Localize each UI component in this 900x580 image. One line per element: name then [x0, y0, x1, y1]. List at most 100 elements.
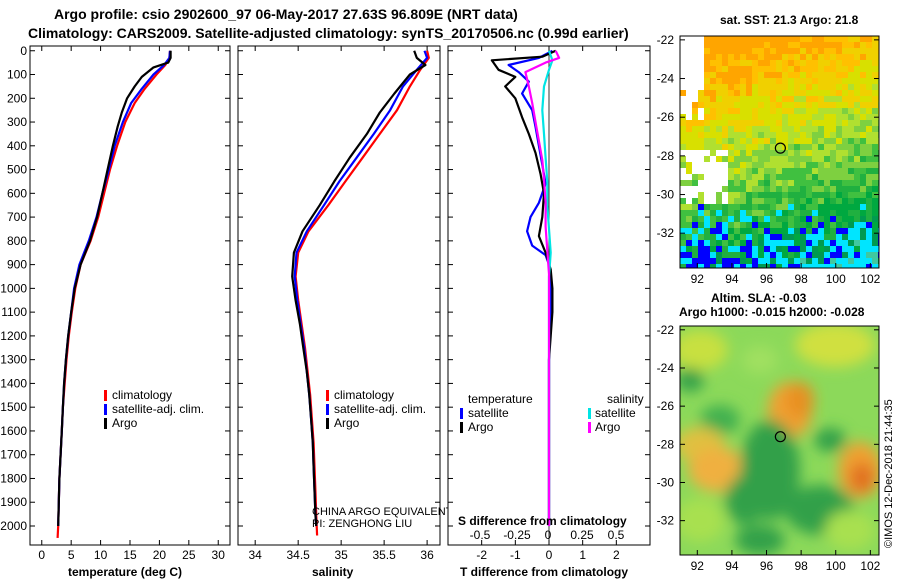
sst-cell [806, 132, 812, 138]
depth-tick-label: 200 [7, 91, 27, 105]
sst-cell [746, 246, 752, 252]
sst-cell [746, 144, 752, 150]
map-y-tick-label: -24 [657, 72, 675, 86]
sst-cell [764, 72, 770, 78]
sst-cell [710, 210, 716, 216]
sst-cell [830, 36, 836, 42]
sst-cell [746, 156, 752, 162]
sla-map-frame [679, 325, 880, 556]
sst-cell [848, 198, 854, 204]
sst-cell [692, 240, 698, 246]
sst-cell [752, 186, 758, 192]
sst-cell [716, 108, 722, 114]
depth-tick-label: 900 [7, 258, 27, 272]
sst-cell [722, 66, 728, 72]
sst-cell [854, 114, 860, 120]
sst-cell [728, 246, 734, 252]
sst-cell [698, 156, 704, 162]
sst-cell [770, 168, 776, 174]
sst-cell [794, 222, 800, 228]
sst-cell [872, 150, 878, 156]
x-tick-label: 36 [420, 548, 434, 562]
sst-cell [692, 36, 698, 42]
sst-cell [692, 168, 698, 174]
sst-map-title: sat. SST: 21.3 Argo: 21.8 [720, 13, 859, 27]
sst-cell [728, 102, 734, 108]
sst-cell [734, 252, 740, 258]
sst-cell [800, 228, 806, 234]
sst-cell [752, 126, 758, 132]
sst-cell [752, 72, 758, 78]
sst-cell [752, 240, 758, 246]
sst-cell [794, 114, 800, 120]
sst-cell [866, 216, 872, 222]
sst-cell [692, 138, 698, 144]
sst-cell [680, 246, 686, 252]
sst-cell [794, 108, 800, 114]
sst-cell [818, 90, 824, 96]
sst-cell [764, 114, 770, 120]
sst-cell [812, 90, 818, 96]
sst-cell [704, 90, 710, 96]
sst-cell [806, 102, 812, 108]
sst-cell [692, 144, 698, 150]
sst-cell [776, 258, 782, 264]
sst-cell [800, 174, 806, 180]
sst-cell [698, 114, 704, 120]
sst-cell [710, 186, 716, 192]
sst-cell [758, 150, 764, 156]
sst-cell [710, 246, 716, 252]
sst-cell [734, 168, 740, 174]
sst-cell [692, 48, 698, 54]
sst-cell [812, 264, 818, 268]
sst-cell [830, 156, 836, 162]
sst-cell [686, 126, 692, 132]
sst-cell [746, 72, 752, 78]
sst-cell [824, 96, 830, 102]
sst-cell [830, 132, 836, 138]
sst-cell [788, 96, 794, 102]
s-diff-tick-label: -0.5 [470, 528, 491, 542]
sst-cell [722, 258, 728, 264]
sst-cell [752, 174, 758, 180]
sst-cell [764, 204, 770, 210]
sst-cell [824, 228, 830, 234]
sst-cell [740, 48, 746, 54]
sst-cell [866, 48, 872, 54]
sst-cell [722, 72, 728, 78]
sst-cell [746, 138, 752, 144]
sst-cell [782, 180, 788, 186]
sst-cell [734, 90, 740, 96]
sst-cell [788, 156, 794, 162]
x-tick-label: 0 [546, 548, 553, 562]
sst-cell [758, 264, 764, 268]
sst-cell [860, 66, 866, 72]
sst-cell [842, 252, 848, 258]
sst-cell [842, 174, 848, 180]
sst-cell [794, 204, 800, 210]
sst-cell [740, 66, 746, 72]
sst-cell [854, 168, 860, 174]
series-line-salinity-argo [524, 50, 561, 526]
sst-cell [800, 192, 806, 198]
sst-cell [686, 108, 692, 114]
sst-cell [824, 174, 830, 180]
sst-cell [764, 150, 770, 156]
sst-cell [860, 84, 866, 90]
sst-cell [818, 216, 824, 222]
sst-cell [710, 192, 716, 198]
sst-cell [722, 126, 728, 132]
sst-cell [788, 228, 794, 234]
sst-cell [842, 72, 848, 78]
sst-cell [740, 150, 746, 156]
sst-cell [716, 132, 722, 138]
depth-tick-label: 1500 [0, 400, 27, 414]
sst-cell [842, 210, 848, 216]
sst-cell [692, 228, 698, 234]
sst-cell [860, 162, 866, 168]
sst-cell [740, 144, 746, 150]
sst-cell [836, 222, 842, 228]
sst-cell [716, 258, 722, 264]
x-tick-label: 20 [153, 548, 167, 562]
sst-cell [818, 150, 824, 156]
